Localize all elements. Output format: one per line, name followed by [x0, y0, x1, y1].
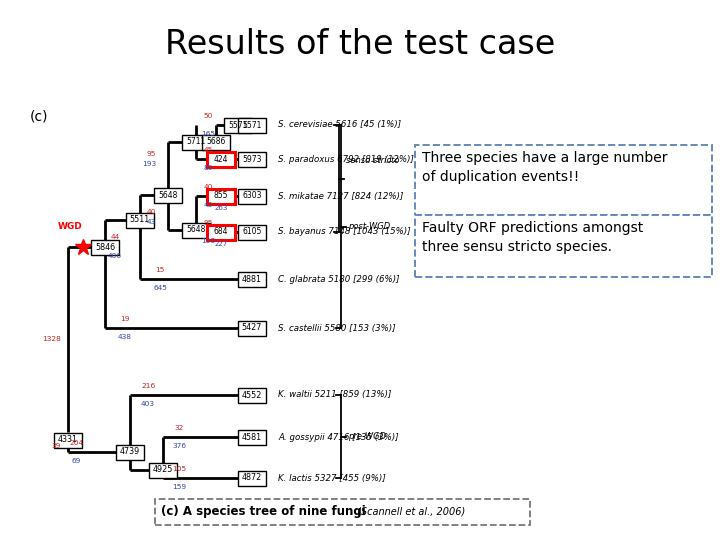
Text: 645: 645	[153, 285, 167, 291]
Text: C. glabrata 5180 [299 (6%)]: C. glabrata 5180 [299 (6%)]	[278, 274, 400, 284]
Text: 5648: 5648	[158, 191, 178, 199]
Text: 50: 50	[203, 113, 212, 119]
Text: A. gossypii 4716 [135 (3%)]: A. gossypii 4716 [135 (3%)]	[278, 433, 399, 442]
Text: 227: 227	[215, 241, 228, 247]
Text: 43: 43	[203, 202, 212, 208]
Text: 86: 86	[203, 165, 212, 171]
Text: 193: 193	[201, 238, 215, 244]
Text: K. lactis 5327 [455 (9%)]: K. lactis 5327 [455 (9%)]	[278, 474, 386, 483]
FancyBboxPatch shape	[155, 499, 530, 525]
Text: 5973: 5973	[242, 154, 262, 164]
Text: (Scannell et al., 2006): (Scannell et al., 2006)	[354, 506, 465, 516]
Text: S. bayanus 7148 [1043 (15%)]: S. bayanus 7148 [1043 (15%)]	[278, 227, 410, 237]
Text: 4872: 4872	[242, 474, 262, 483]
Text: 44: 44	[110, 234, 120, 240]
FancyBboxPatch shape	[207, 225, 235, 240]
Text: 5686: 5686	[207, 138, 225, 146]
FancyBboxPatch shape	[54, 433, 82, 448]
Text: 6303: 6303	[242, 192, 262, 200]
Text: Three species have a large number
of duplication events!!: Three species have a large number of dup…	[422, 151, 667, 185]
FancyBboxPatch shape	[238, 429, 266, 444]
Text: 5648: 5648	[186, 226, 206, 234]
Text: 4881: 4881	[242, 274, 262, 284]
Text: 15: 15	[156, 267, 165, 273]
FancyBboxPatch shape	[182, 134, 210, 150]
Text: 40: 40	[203, 184, 212, 190]
FancyBboxPatch shape	[202, 134, 230, 150]
Text: 43: 43	[147, 219, 156, 225]
Text: 684: 684	[214, 227, 228, 237]
Text: 159: 159	[172, 484, 186, 490]
Text: WGD: WGD	[58, 222, 82, 231]
FancyBboxPatch shape	[238, 152, 266, 166]
FancyBboxPatch shape	[149, 462, 177, 477]
Text: 5511: 5511	[130, 215, 150, 225]
FancyBboxPatch shape	[238, 118, 266, 132]
Text: K. waltii 5211 [859 (13%)]: K. waltii 5211 [859 (13%)]	[278, 390, 392, 400]
FancyBboxPatch shape	[116, 444, 144, 460]
Text: 5427: 5427	[242, 323, 262, 333]
Text: Faulty ORF predictions amongst
three sensu stricto species.: Faulty ORF predictions amongst three sen…	[422, 221, 643, 254]
FancyBboxPatch shape	[207, 188, 235, 204]
FancyBboxPatch shape	[126, 213, 154, 227]
FancyBboxPatch shape	[238, 388, 266, 402]
Text: pre-WGD: pre-WGD	[348, 432, 386, 441]
FancyBboxPatch shape	[224, 118, 252, 132]
Text: 105: 105	[172, 466, 186, 472]
Text: 4552: 4552	[242, 390, 262, 400]
Text: 1328: 1328	[42, 336, 61, 342]
Text: 5711: 5711	[186, 138, 206, 146]
Text: 4739: 4739	[120, 448, 140, 456]
Text: 193: 193	[142, 161, 156, 167]
Text: 39: 39	[52, 443, 61, 449]
Text: S. mikatae 7127 [824 (12%)]: S. mikatae 7127 [824 (12%)]	[278, 192, 403, 200]
Text: 4331: 4331	[58, 435, 78, 444]
Text: post-WGD: post-WGD	[348, 222, 390, 231]
Text: Results of the test case: Results of the test case	[165, 28, 555, 61]
Text: 438: 438	[118, 334, 132, 340]
Text: 5571: 5571	[228, 120, 248, 130]
Text: S. cerevisiae 5616 [45 (1%)]: S. cerevisiae 5616 [45 (1%)]	[278, 120, 401, 130]
FancyBboxPatch shape	[415, 145, 712, 215]
Text: 95: 95	[147, 151, 156, 157]
FancyBboxPatch shape	[415, 215, 712, 277]
Text: 45: 45	[203, 147, 212, 153]
Text: 5846: 5846	[95, 242, 115, 252]
Text: 4925: 4925	[153, 465, 174, 475]
FancyBboxPatch shape	[238, 470, 266, 485]
FancyBboxPatch shape	[238, 272, 266, 287]
Text: (c) A species tree of nine fungi: (c) A species tree of nine fungi	[161, 504, 366, 517]
FancyBboxPatch shape	[238, 225, 266, 240]
Text: 95: 95	[203, 220, 212, 226]
Text: S. paradoxus 6792 [819 (12%)]: S. paradoxus 6792 [819 (12%)]	[278, 154, 414, 164]
FancyBboxPatch shape	[154, 187, 182, 202]
Text: 263: 263	[215, 205, 228, 211]
FancyBboxPatch shape	[207, 152, 235, 166]
Text: 855: 855	[214, 192, 228, 200]
Text: 403: 403	[141, 401, 155, 407]
Text: 216: 216	[141, 383, 155, 389]
FancyBboxPatch shape	[238, 321, 266, 335]
Text: 4581: 4581	[242, 433, 262, 442]
Text: 204: 204	[69, 440, 83, 446]
FancyBboxPatch shape	[182, 222, 210, 238]
Text: 406: 406	[108, 253, 122, 259]
Text: 165: 165	[201, 131, 215, 137]
Text: (c): (c)	[30, 110, 48, 124]
Text: 19: 19	[120, 316, 130, 322]
Text: 6105: 6105	[243, 227, 261, 237]
Text: 424: 424	[214, 154, 228, 164]
Text: sensu stricto: sensu stricto	[346, 156, 400, 165]
Text: S. castellii 5580 [153 (3%)]: S. castellii 5580 [153 (3%)]	[278, 323, 395, 333]
Text: 69: 69	[71, 458, 81, 464]
Text: 40: 40	[147, 209, 156, 215]
Text: 5571: 5571	[243, 120, 261, 130]
FancyBboxPatch shape	[91, 240, 119, 254]
Text: 32: 32	[174, 425, 184, 431]
Text: 376: 376	[172, 443, 186, 449]
FancyBboxPatch shape	[238, 188, 266, 204]
